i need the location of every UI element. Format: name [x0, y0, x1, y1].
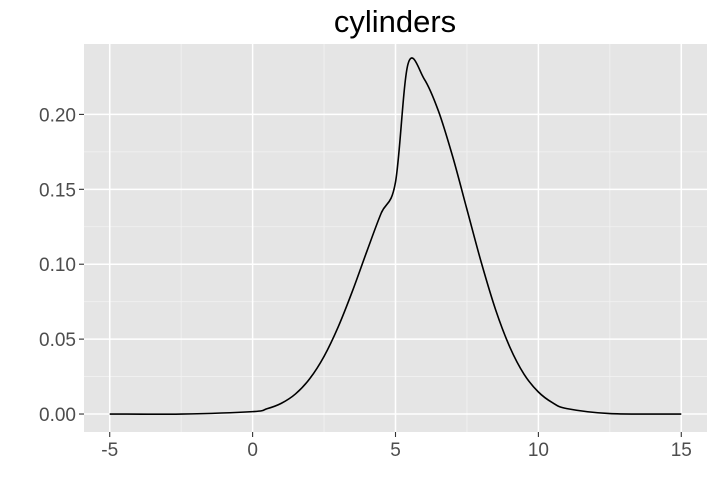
- y-tick-label: 0.10: [39, 255, 76, 276]
- y-axis: 0.00 0.05 0.10 0.15 0.20: [39, 105, 84, 426]
- x-axis: -5 0 5 10 15: [101, 432, 692, 461]
- x-tick-label: 5: [390, 440, 401, 461]
- y-tick-label: 0.05: [39, 330, 76, 351]
- x-tick-label: 0: [247, 440, 258, 461]
- x-tick-label: 10: [528, 440, 549, 461]
- x-tick-label: 15: [671, 440, 692, 461]
- y-tick-label: 0.20: [39, 105, 76, 126]
- chart-title: cylinders: [334, 4, 456, 39]
- major-gridlines: [84, 44, 707, 432]
- y-tick-label: 0.00: [39, 405, 76, 426]
- density-curve: [109, 57, 682, 415]
- y-tick-label: 0.15: [39, 180, 76, 201]
- x-tick-label: -5: [101, 440, 118, 461]
